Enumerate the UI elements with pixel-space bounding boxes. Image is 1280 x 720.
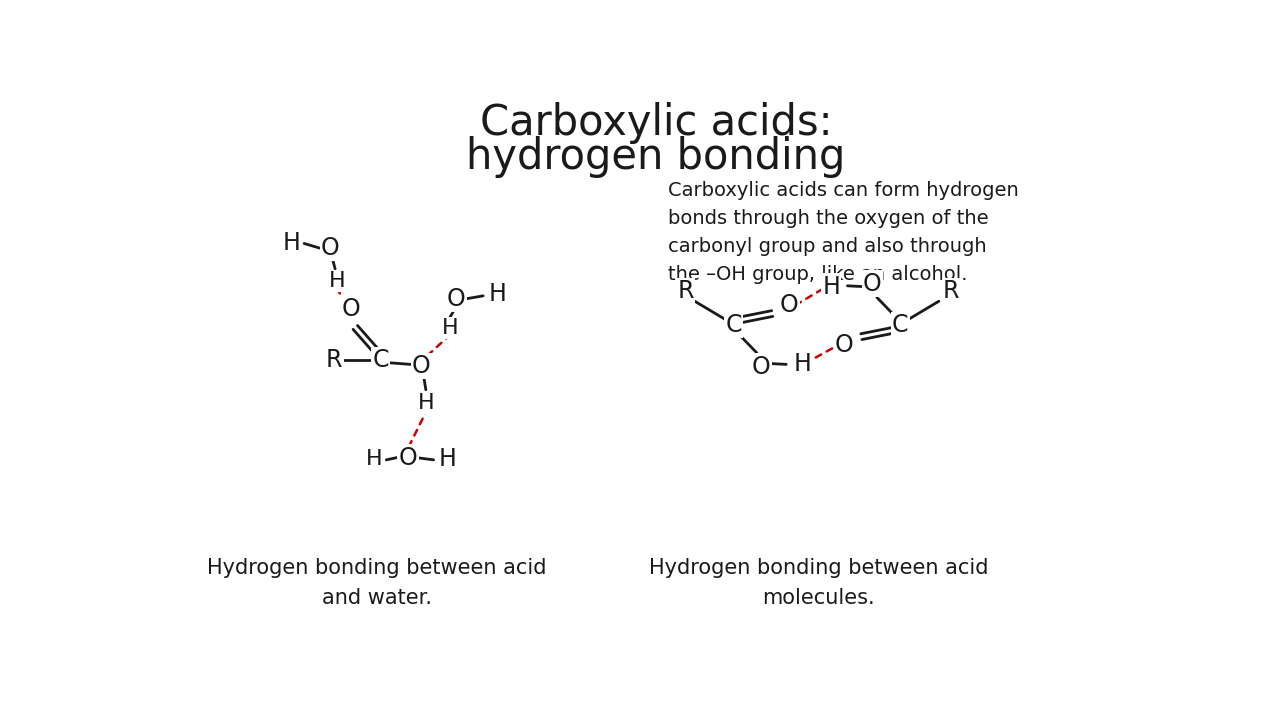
Text: H: H (822, 274, 840, 299)
Text: H: H (329, 271, 346, 291)
Text: O: O (780, 293, 799, 317)
Text: H: H (439, 447, 457, 471)
Text: R: R (677, 279, 694, 303)
Text: H: H (366, 449, 383, 469)
Text: O: O (863, 271, 882, 295)
Text: H: H (794, 351, 812, 376)
Text: C: C (892, 313, 909, 337)
Text: R: R (943, 279, 960, 303)
Text: hydrogen bonding: hydrogen bonding (466, 136, 846, 179)
Text: Hydrogen bonding between acid
and water.: Hydrogen bonding between acid and water. (207, 558, 547, 608)
Text: O: O (342, 297, 361, 321)
Text: O: O (447, 287, 466, 311)
Text: R: R (326, 348, 343, 372)
Text: O: O (753, 355, 771, 379)
Text: Hydrogen bonding between acid
molecules.: Hydrogen bonding between acid molecules. (649, 558, 988, 608)
Text: H: H (283, 230, 301, 255)
Text: H: H (443, 318, 460, 338)
Text: H: H (419, 393, 435, 413)
Text: H: H (488, 282, 506, 306)
Text: C: C (372, 348, 389, 372)
Text: C: C (726, 313, 741, 337)
Text: Carboxylic acids can form hydrogen
bonds through the oxygen of the
carbonyl grou: Carboxylic acids can form hydrogen bonds… (668, 181, 1019, 284)
Text: O: O (321, 236, 340, 260)
Text: Carboxylic acids:: Carboxylic acids: (480, 102, 832, 144)
Text: O: O (835, 333, 854, 357)
Text: O: O (398, 446, 417, 469)
Text: O: O (412, 354, 430, 378)
